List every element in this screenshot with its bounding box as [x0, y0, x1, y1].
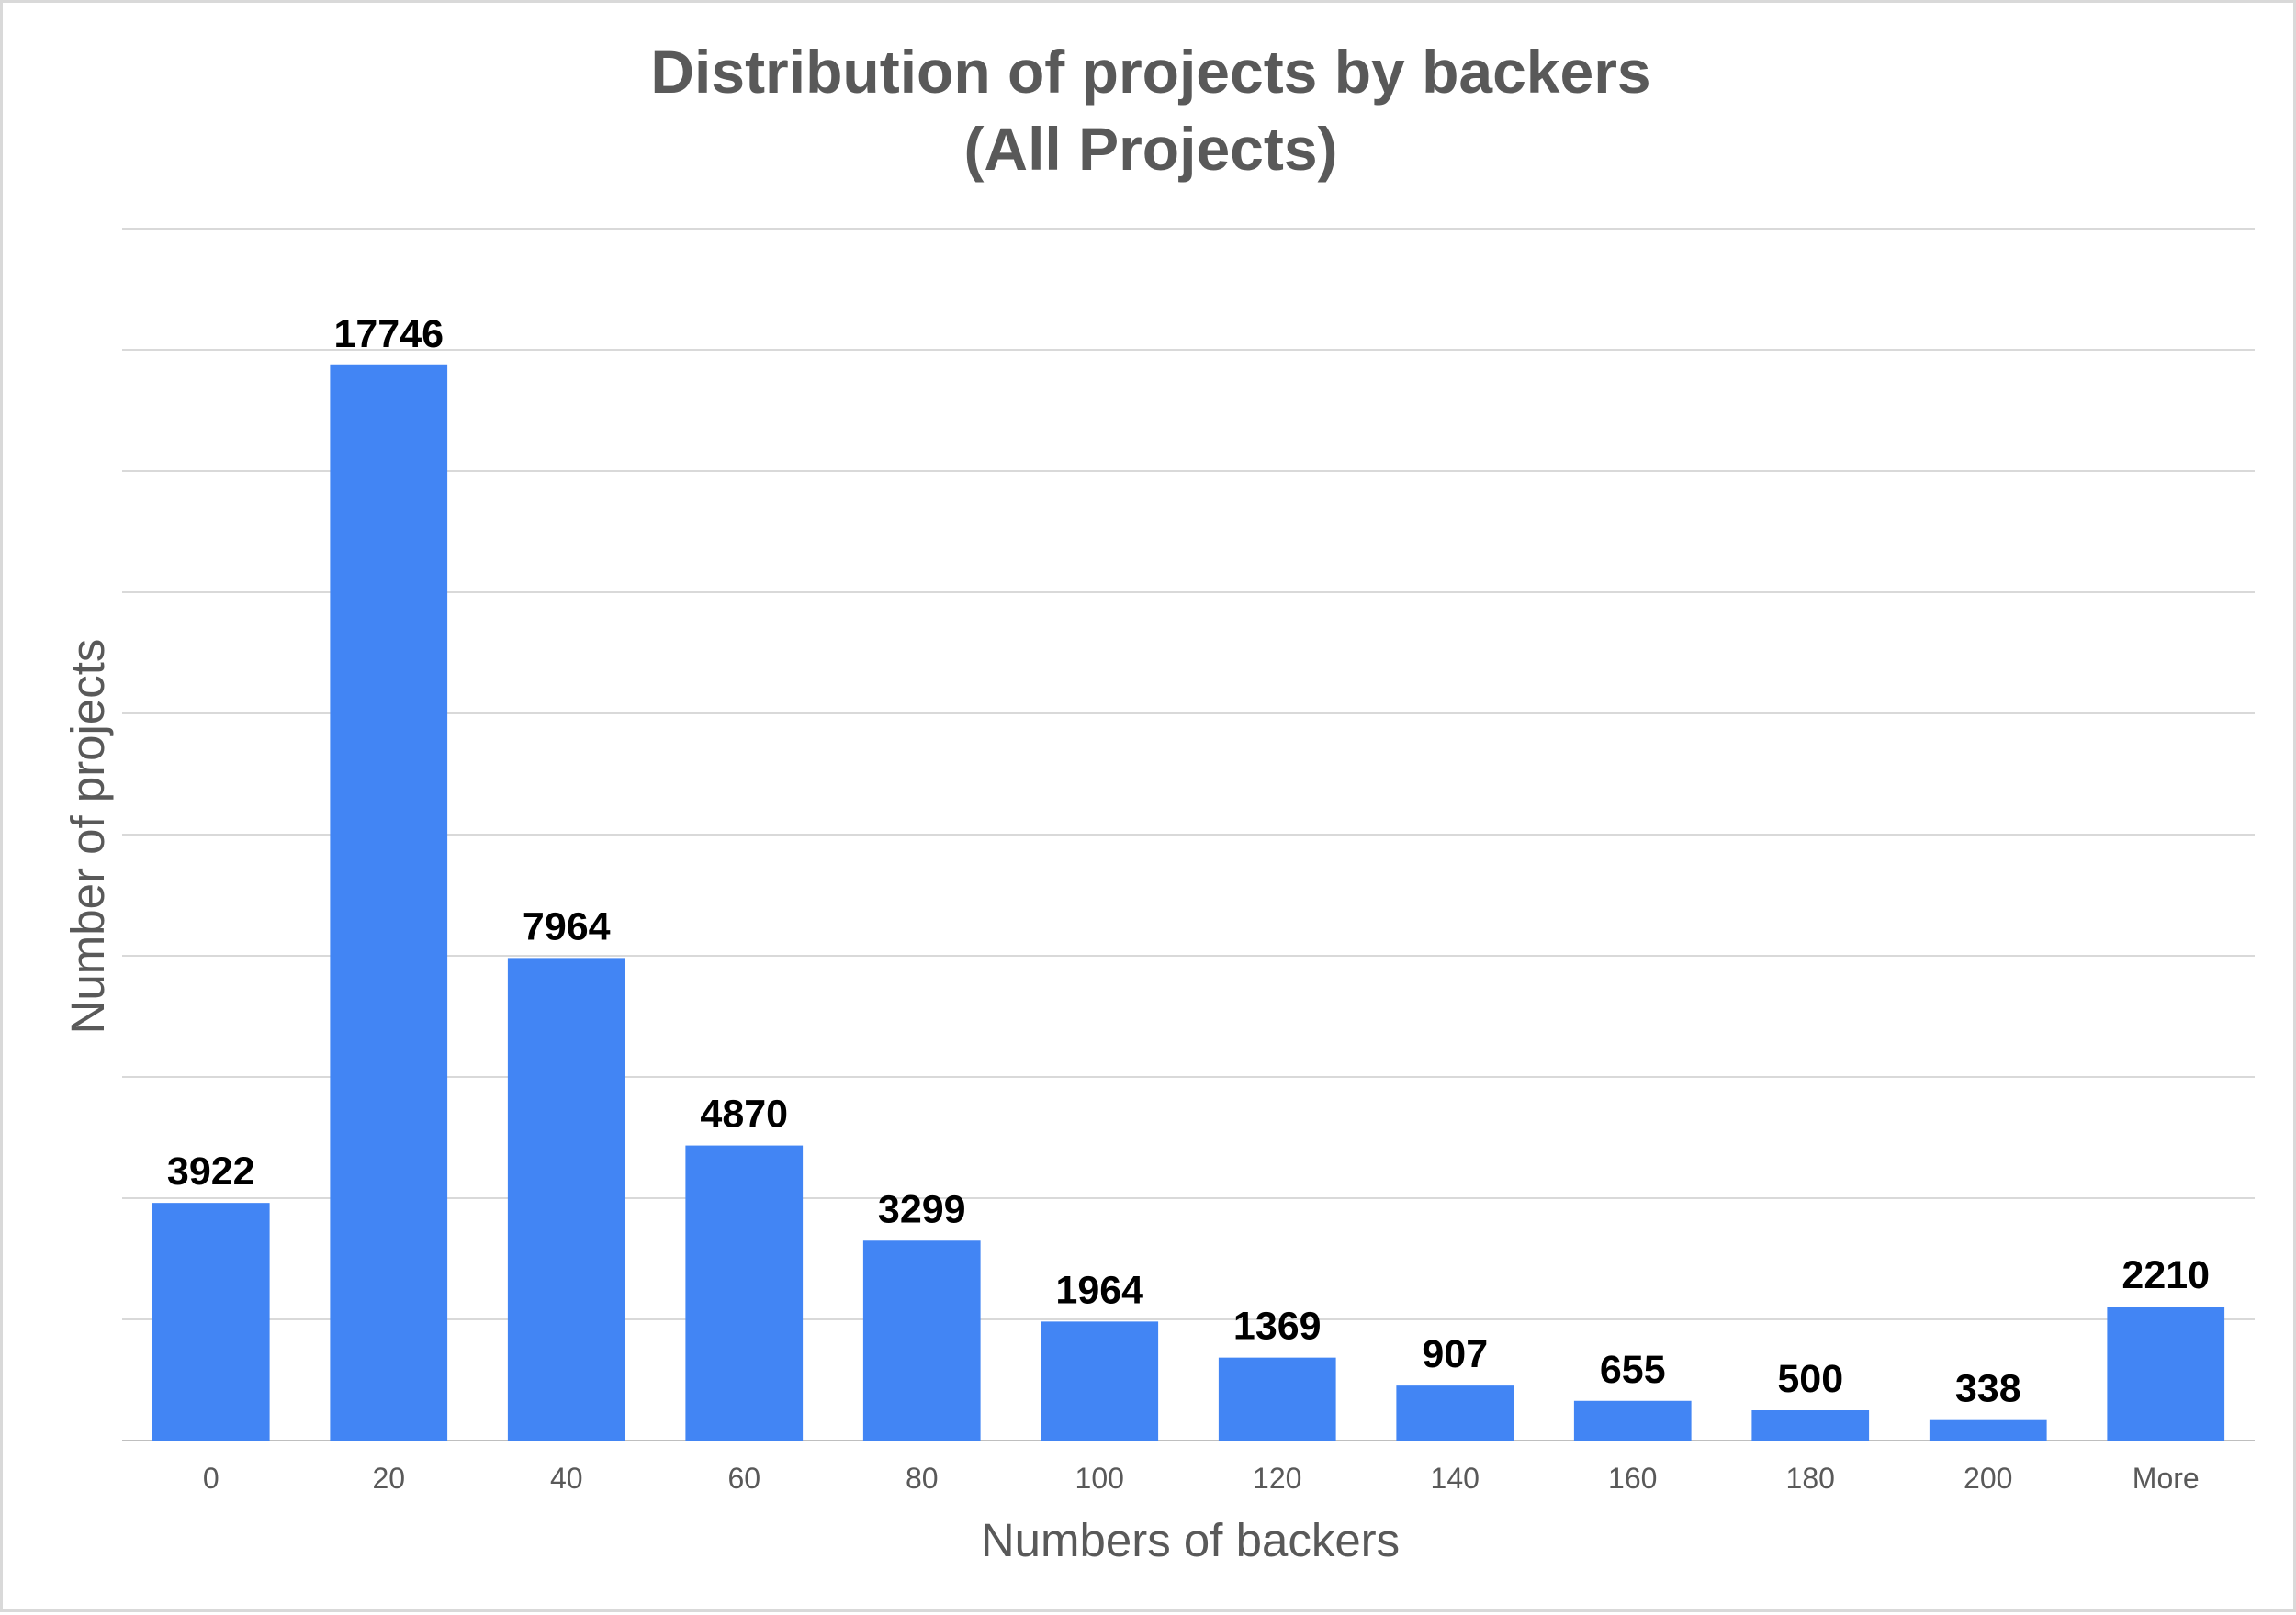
- data-label: 4870: [700, 1093, 788, 1137]
- data-label: 1964: [1055, 1268, 1143, 1312]
- bar: [507, 958, 625, 1441]
- x-tick-label: 200: [1964, 1462, 2012, 1495]
- data-label: 500: [1777, 1357, 1843, 1401]
- x-tick-label: 140: [1431, 1462, 1480, 1495]
- data-label: 3299: [878, 1187, 966, 1231]
- data-label: 17746: [333, 312, 444, 356]
- data-label: 2210: [2122, 1253, 2210, 1297]
- x-tick-label: 100: [1075, 1462, 1124, 1495]
- bar: [152, 1203, 270, 1441]
- bar: [1751, 1410, 1870, 1441]
- chart-subtitle: (All Projects): [963, 115, 1337, 183]
- x-tick-label: 40: [550, 1462, 583, 1495]
- gridlines: [122, 228, 2255, 1441]
- bars: [152, 364, 2225, 1441]
- x-axis-title: Numbers of backers: [981, 1514, 1400, 1566]
- x-tick-label: 0: [203, 1462, 219, 1495]
- bar: [862, 1240, 981, 1441]
- bar: [1041, 1321, 1159, 1441]
- bar: [2107, 1307, 2225, 1441]
- data-label: 338: [1955, 1367, 2021, 1411]
- x-tick-labels: 0 20 40 60 80 100 120 140 160 180 200 More: [203, 1462, 2200, 1495]
- data-label: 7964: [523, 904, 611, 948]
- chart-title: Distribution of projects by backers: [650, 38, 1650, 106]
- x-tick-label: 60: [727, 1462, 760, 1495]
- y-axis-title: Number of projects: [62, 639, 114, 1035]
- bar: [1396, 1385, 1514, 1441]
- data-labels: 3922 17746 7964 4870 3299 1964 1369 907 655 500 33…: [167, 312, 2210, 1411]
- bar: [330, 364, 448, 1441]
- data-label: 655: [1600, 1348, 1666, 1392]
- x-tick-label: 160: [1608, 1462, 1657, 1495]
- bar: [1218, 1357, 1336, 1441]
- x-tick-label: More: [2133, 1462, 2200, 1495]
- bar: [1573, 1400, 1692, 1441]
- bar: [1929, 1419, 2047, 1441]
- x-tick-label: 180: [1786, 1462, 1835, 1495]
- x-tick-label: 120: [1253, 1462, 1301, 1495]
- bar: [685, 1145, 804, 1441]
- x-tick-label: 80: [906, 1462, 939, 1495]
- bar-chart: Distribution of projects by backers (All…: [62, 38, 2255, 1566]
- data-label: 3922: [167, 1150, 255, 1194]
- x-tick-label: 20: [372, 1462, 405, 1495]
- data-label: 1369: [1233, 1305, 1322, 1349]
- data-label: 907: [1422, 1332, 1488, 1376]
